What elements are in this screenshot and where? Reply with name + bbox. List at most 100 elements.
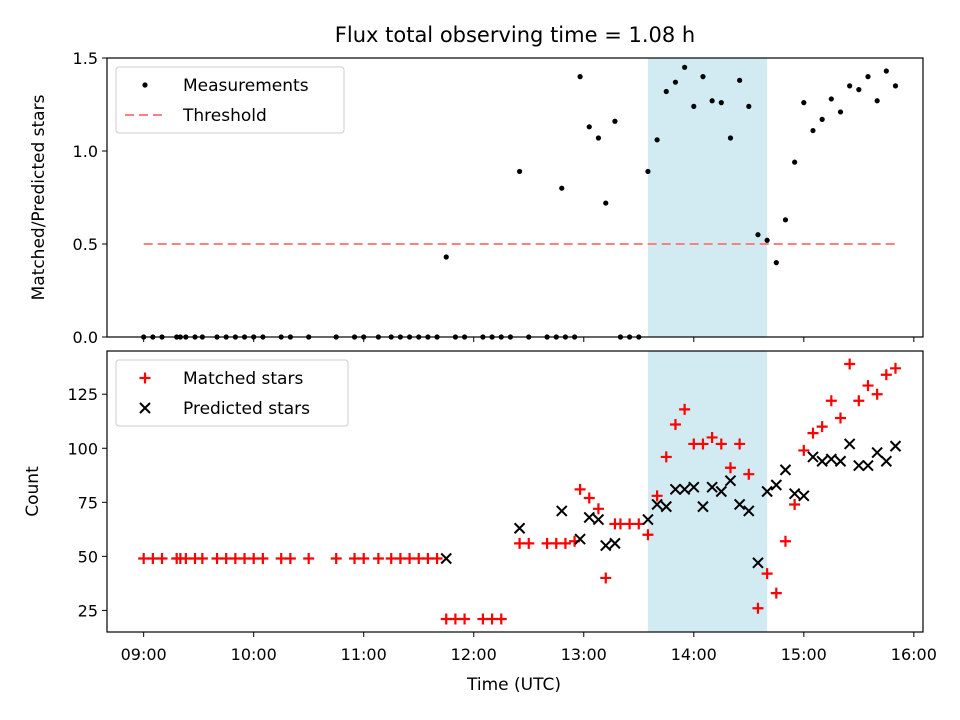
data-point	[603, 200, 609, 206]
data-point	[764, 237, 770, 243]
data-point	[431, 553, 443, 565]
data-point	[819, 116, 825, 122]
data-point	[595, 135, 602, 141]
data-point	[440, 552, 452, 565]
data-point	[239, 553, 251, 565]
data-point	[880, 455, 893, 467]
data-point	[889, 362, 901, 374]
data-point	[697, 500, 709, 513]
x-tick-label: 11:00	[341, 645, 387, 664]
data-point	[609, 537, 621, 550]
data-point	[257, 553, 269, 565]
data-point	[220, 553, 232, 565]
axes-frame	[106, 350, 924, 633]
data-point	[284, 553, 296, 565]
data-point	[211, 553, 223, 565]
data-point	[349, 553, 361, 565]
data-point	[486, 613, 498, 625]
data-point	[706, 481, 718, 493]
data-point	[828, 96, 834, 102]
x-tick-label: 14:00	[671, 645, 717, 664]
data-point	[583, 492, 595, 504]
data-point	[559, 537, 571, 549]
data-point	[682, 64, 688, 70]
data-point	[138, 553, 150, 565]
x-tick-label: 13:00	[561, 645, 607, 664]
data-point	[275, 553, 287, 565]
data-point	[843, 438, 856, 450]
data-point	[180, 553, 192, 565]
data-point	[782, 217, 789, 223]
axes-frame	[106, 57, 924, 338]
y-tick-label: 100	[67, 439, 98, 458]
data-point	[663, 88, 669, 95]
data-point	[385, 553, 397, 565]
data-point	[574, 483, 586, 495]
data-point	[514, 537, 526, 549]
data-point	[789, 498, 801, 510]
data-point	[583, 511, 595, 524]
data-point	[847, 83, 853, 89]
legend-swatch	[139, 372, 151, 384]
y-tick-label: 75	[78, 493, 98, 512]
data-point	[816, 455, 828, 467]
data-point	[624, 518, 636, 530]
data-point	[779, 535, 791, 547]
legend-label: Threshold	[182, 106, 267, 126]
data-point	[697, 438, 709, 450]
data-point	[642, 529, 654, 541]
data-point	[229, 553, 241, 565]
data-point	[761, 568, 773, 580]
data-point	[724, 474, 737, 487]
data-point	[743, 468, 755, 480]
data-point	[600, 539, 612, 552]
data-point	[761, 485, 773, 498]
data-point	[413, 553, 425, 565]
data-point	[715, 485, 727, 498]
data-point	[477, 613, 489, 625]
data-point	[248, 553, 260, 565]
data-point	[660, 451, 672, 463]
data-point	[853, 395, 865, 407]
x-tick-label: 16:00	[891, 645, 937, 664]
data-point	[874, 98, 880, 104]
data-point	[516, 168, 523, 175]
y-tick-label: 50	[78, 547, 98, 566]
data-point	[816, 421, 828, 433]
x-tick-label: 12:00	[451, 645, 497, 664]
y-tick-label: 1.5	[73, 49, 98, 68]
data-point	[669, 483, 682, 496]
data-point	[733, 498, 746, 511]
data-point	[600, 572, 612, 584]
data-point	[688, 438, 700, 450]
data-point	[892, 83, 899, 89]
data-point	[862, 380, 874, 392]
data-point	[556, 505, 568, 517]
highlight-span	[647, 58, 768, 337]
data-point	[853, 459, 865, 472]
data-point	[746, 103, 752, 109]
series-matched-stars	[138, 358, 901, 625]
legend-label: Predicted stars	[183, 399, 310, 419]
y-axis-label: Matched/Predicted stars	[29, 94, 49, 300]
data-point	[645, 168, 651, 175]
data-point	[672, 79, 679, 85]
y-tick-label: 125	[67, 385, 98, 404]
data-point	[834, 455, 847, 467]
data-point	[724, 462, 736, 474]
data-point	[715, 438, 727, 450]
data-point	[773, 260, 779, 266]
data-point	[770, 479, 783, 491]
figure-title: Flux total observing time = 1.08 h	[335, 23, 695, 47]
data-point	[404, 553, 416, 565]
legend-label: Matched stars	[183, 369, 303, 389]
data-point	[654, 137, 660, 143]
data-point	[807, 427, 819, 439]
data-point	[577, 74, 583, 80]
data-point	[856, 87, 862, 93]
legend-swatch	[139, 402, 151, 414]
data-point	[574, 533, 586, 545]
data-point	[147, 553, 159, 565]
